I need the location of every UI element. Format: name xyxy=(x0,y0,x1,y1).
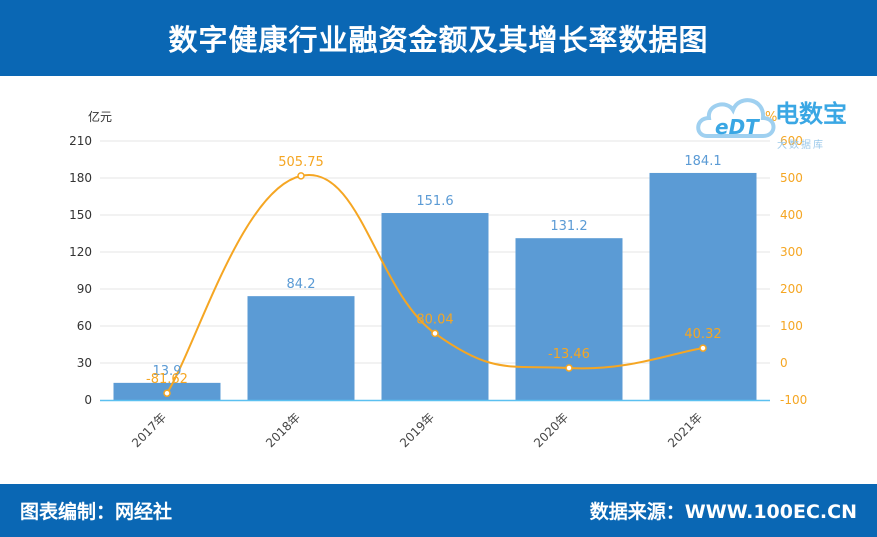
x-tick-label: 2019年 xyxy=(397,410,437,450)
cloud-logo-icon: eDT xyxy=(696,98,776,139)
bar-value-label: 184.1 xyxy=(684,154,721,169)
logo-mark: eDT xyxy=(715,115,760,139)
line-value-label: 80.04 xyxy=(416,312,453,327)
chart: 0 30 60 90 120 150 180 210 -100 0 100 200 300 400 500 6… xyxy=(69,109,807,450)
footer-bar: 图表编制：网经社 数据来源：WWW.100EC.CN xyxy=(0,484,877,537)
bar-value-label: 84.2 xyxy=(287,277,316,292)
line-value-label: 505.75 xyxy=(278,155,324,170)
page-title: 数字健康行业融资金额及其增长率数据图 xyxy=(168,23,709,57)
y-left-tick-label: 120 xyxy=(69,245,92,259)
line-point xyxy=(431,329,439,338)
bar-value-label: 131.2 xyxy=(550,219,587,234)
y-right-tick-label: 400 xyxy=(780,208,803,222)
y-left-tick-label: 180 xyxy=(69,171,92,185)
y-right-tick-label: 600 xyxy=(780,134,803,148)
line-value-label: -13.46 xyxy=(548,347,590,362)
line-point xyxy=(699,344,707,352)
x-tick-label: 2018年 xyxy=(263,410,303,450)
y-left-tick-label: 0 xyxy=(84,393,92,407)
footer-credit: 图表编制：网经社 xyxy=(20,501,173,523)
logo-name: 电数宝 xyxy=(775,100,847,128)
footer-source: 数据来源：WWW.100EC.CN xyxy=(589,501,857,523)
x-tick-label: 2020年 xyxy=(531,410,571,450)
header-bar: 数字健康行业融资金额及其增长率数据图 xyxy=(0,0,877,76)
y-right-tick-label: 0 xyxy=(780,356,788,370)
data-labels: 13.9 84.2 151.6 131.2 184.1 -81.62 505.75 80.04… xyxy=(146,154,722,387)
x-tick-label: 2021年 xyxy=(665,410,705,450)
line-point xyxy=(163,389,171,397)
y-right-tick-label: 100 xyxy=(780,319,803,333)
y-left-tick-label: 210 xyxy=(69,134,92,148)
y-right-tick-label: -100 xyxy=(780,393,807,407)
growth-line-path xyxy=(166,173,704,394)
y-left-axis-label: 亿元 xyxy=(88,109,112,124)
bars xyxy=(113,172,757,400)
line-point xyxy=(297,172,305,180)
bar-value-label: 13.9 xyxy=(153,364,182,379)
line-value-label: 40.32 xyxy=(684,327,721,342)
line-point xyxy=(565,364,573,372)
logo-subtitle: 大数据库 xyxy=(777,140,825,151)
bar xyxy=(649,172,757,400)
y-right-tick-label: 300 xyxy=(780,245,803,259)
y-right-tick-label: 200 xyxy=(780,282,803,296)
y-left-tick-label: 30 xyxy=(77,356,92,370)
y-left-tick-label: 150 xyxy=(69,208,92,222)
bar xyxy=(515,238,623,400)
bar xyxy=(381,213,489,400)
y-right-axis-label: % xyxy=(765,110,777,125)
y-left-tick-label: 60 xyxy=(77,319,92,333)
growth-line xyxy=(163,172,707,397)
line-value-label: -81.62 xyxy=(146,372,188,387)
y-left-tick-label: 90 xyxy=(77,282,92,296)
y-right-tick-label: 500 xyxy=(780,171,803,185)
bar xyxy=(247,296,355,400)
bar-value-label: 151.6 xyxy=(416,194,453,209)
x-tick-label: 2017年 xyxy=(129,410,169,450)
logo: eDT 电数宝 大数据库 xyxy=(693,84,873,154)
